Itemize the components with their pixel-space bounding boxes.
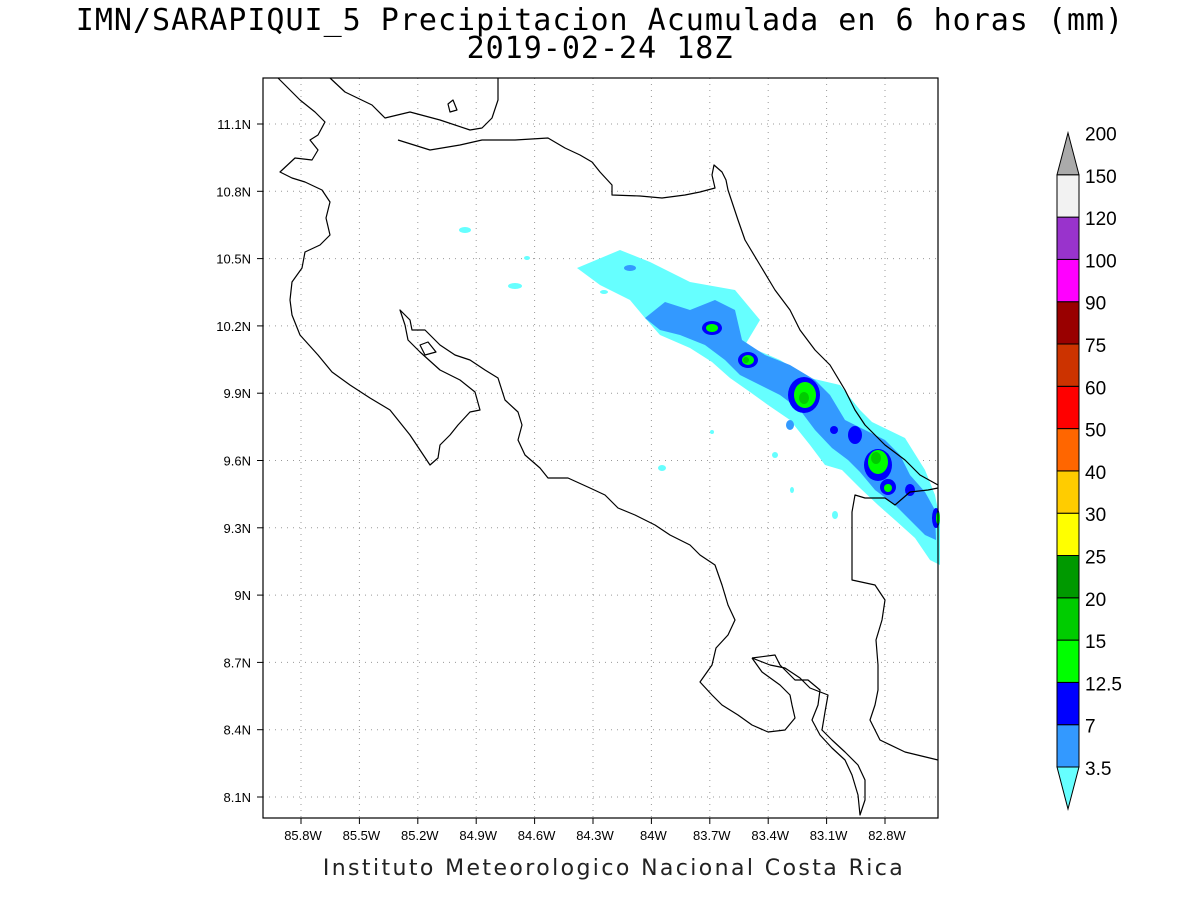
colorbar-box <box>1056 555 1080 599</box>
precip-cell-20 <box>871 452 881 464</box>
lon-tick-label: 83.7W <box>693 828 731 843</box>
precipitation-field <box>459 227 940 565</box>
lat-tick-label: 10.2N <box>216 319 251 334</box>
lat-tick-label: 9.3N <box>224 521 251 536</box>
country-borders-coastline <box>277 77 939 816</box>
precip-cell-12.5 <box>830 426 838 434</box>
colorbar-label: 75 <box>1085 336 1106 357</box>
lat-tick-label: 10.5N <box>216 252 251 267</box>
colorbar-box <box>1056 724 1080 768</box>
precip-band-7 <box>645 300 936 540</box>
colorbar-label: 100 <box>1085 251 1117 272</box>
colorbar-box <box>1056 428 1080 472</box>
lat-tick-label: 11.1N <box>217 117 251 132</box>
map-frame <box>262 77 939 819</box>
precip-cell-3.5 <box>772 452 778 458</box>
footer-institution: Instituto Meteorologico Nacional Costa R… <box>322 856 906 881</box>
precip-band-3.5 <box>577 250 940 565</box>
lat-tick-label: 9N <box>234 588 251 603</box>
precip-cell-7 <box>786 420 794 430</box>
lake-island <box>447 99 458 113</box>
lon-tick-label: 84.3W <box>576 828 614 843</box>
colorbar-upper-arrow <box>1056 130 1080 176</box>
panama-border <box>851 487 939 761</box>
precip-cell-3.5 <box>524 256 530 260</box>
colorbar-label: 3.5 <box>1085 759 1111 780</box>
precip-cell-3.5 <box>658 465 666 471</box>
colorbar-box <box>1056 597 1080 641</box>
precip-cell-3.5 <box>832 511 838 519</box>
colorbar-box <box>1056 470 1080 514</box>
colorbar-label: 200 <box>1085 125 1117 146</box>
latitude-axis: 11.1N 10.8N 10.5N 10.2N 9.9N 9.6N 9.3N 9N 8.7N 8.… <box>216 117 263 805</box>
lon-tick-label: 83.4W <box>751 828 789 843</box>
lat-tick-label: 8.7N <box>224 655 251 670</box>
colorbar-box <box>1056 639 1080 683</box>
northern-boundary-segment <box>397 137 939 486</box>
colorbar-lower-arrow <box>1056 766 1080 811</box>
precip-cell-12.5 <box>905 484 915 496</box>
precip-cell-15 <box>884 484 892 492</box>
colorbar-box <box>1056 681 1080 726</box>
lat-tick-label: 9.9N <box>224 386 251 401</box>
lat-tick-label: 10.8N <box>216 184 251 199</box>
colorbar-box <box>1056 258 1080 303</box>
lon-tick-label: 85.2W <box>401 828 439 843</box>
colorbar-box <box>1056 301 1080 345</box>
lon-tick-label: 83.1W <box>810 828 848 843</box>
precip-cell-7 <box>624 265 636 271</box>
lon-tick-label: 84.6W <box>518 828 556 843</box>
colorbar-label: 7 <box>1085 717 1096 738</box>
lon-tick-label: 85.8W <box>284 828 322 843</box>
nicoya-inner <box>419 341 437 356</box>
colorbar-label: 12.5 <box>1085 674 1122 695</box>
precip-cell-20 <box>743 357 749 363</box>
nicaragua-lake-shore <box>329 77 499 131</box>
colorbar-label: 150 <box>1085 167 1117 188</box>
golfito-coast <box>751 657 796 733</box>
precip-cell-3.5 <box>459 227 471 233</box>
map-subtitle-datetime: 2019-02-24 18Z <box>466 31 734 66</box>
colorbar-box <box>1056 512 1080 557</box>
precip-cell-12.5 <box>848 426 862 444</box>
lon-tick-label: 84.9W <box>459 828 497 843</box>
colorbar-label: 60 <box>1085 378 1106 399</box>
lat-tick-label: 9.6N <box>224 454 251 469</box>
northern-border <box>277 77 769 733</box>
colorbar-box <box>1056 216 1080 260</box>
colorbar-label: 15 <box>1085 632 1106 653</box>
colorbar-label: 25 <box>1085 548 1106 569</box>
precip-cell-3.5 <box>508 283 522 289</box>
lon-tick-label: 84W <box>640 828 667 843</box>
longitude-axis: 85.8W 85.5W 85.2W 84.9W 84.6W 84.3W 84W 83.7W 83… <box>284 818 907 843</box>
precip-cell-3.5 <box>600 290 608 294</box>
precip-cell-3.5 <box>710 430 714 434</box>
lat-tick-label: 8.4N <box>224 723 251 738</box>
colorbar-box <box>1056 343 1080 387</box>
precip-cell-3.5 <box>790 487 794 493</box>
osa-peninsula <box>751 654 866 816</box>
colorbar-label: 50 <box>1085 421 1106 442</box>
colorbar-label: 120 <box>1085 209 1117 230</box>
precip-colorbar: 3.5 7 12.5 15 20 25 30 40 50 60 75 90 100 120 150 200 <box>1056 125 1122 811</box>
colorbar-label: 20 <box>1085 590 1106 611</box>
colorbar-label: 90 <box>1085 294 1106 315</box>
colorbar-box <box>1056 174 1080 218</box>
precip-cell-15 <box>706 324 718 332</box>
precip-cell-20 <box>799 392 809 404</box>
lon-tick-label: 85.5W <box>343 828 381 843</box>
colorbar-label: 30 <box>1085 505 1106 526</box>
lat-tick-label: 8.1N <box>224 790 251 805</box>
lon-tick-label: 82.8W <box>868 828 906 843</box>
map-title: IMN/SARAPIQUI_5 Precipitacion Acumulada … <box>75 3 1125 38</box>
colorbar-label: 40 <box>1085 463 1106 484</box>
colorbar-box <box>1056 385 1080 430</box>
